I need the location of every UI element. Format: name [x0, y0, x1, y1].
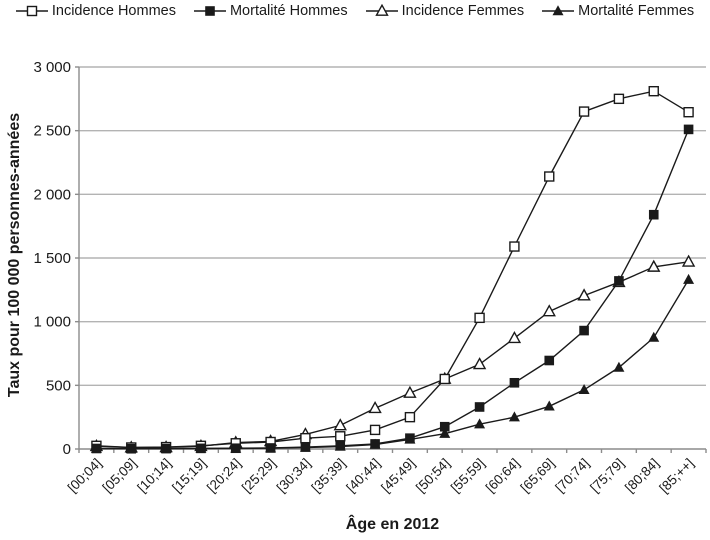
- legend-item-incidence-femmes: Incidence Femmes: [365, 3, 525, 19]
- triangle-filled-icon: [542, 5, 575, 16]
- y-tick-label: 2 500: [33, 123, 71, 140]
- legend-label-incidence-femmes: Incidence Femmes: [401, 3, 525, 19]
- square-open-icon: [15, 5, 48, 17]
- series-mortalite-femmes: [90, 273, 695, 453]
- legend-item-mortalite-femmes: Mortalité Femmes: [542, 3, 694, 19]
- x-tick-label: [40;44]: [343, 456, 383, 496]
- x-tick-label: [20;24]: [204, 456, 244, 496]
- series-mortalite-hommes: [91, 124, 694, 454]
- legend-label-mortalite-femmes: Mortalité Femmes: [578, 3, 695, 19]
- chart-legend: Incidence Hommes Mortalité Hommes Incidenc…: [0, 3, 710, 19]
- x-tick-label: [10;14]: [134, 456, 174, 496]
- x-tick-label: [80;84]: [622, 456, 662, 496]
- x-axis-title: Âge en 2012: [345, 516, 440, 533]
- x-tick-label: [25;29]: [239, 456, 279, 496]
- y-tick-label: 1 000: [33, 314, 71, 331]
- x-tick-label: [65;69]: [518, 456, 558, 496]
- x-tick-label: [35;39]: [309, 456, 349, 496]
- y-tick-label: 500: [46, 377, 71, 394]
- square-filled-icon: [193, 6, 226, 16]
- legend-item-mortalite-hommes: Mortalité Hommes: [193, 3, 348, 19]
- legend-label-incidence-hommes: Incidence Hommes: [51, 3, 176, 19]
- x-tick-label: [75;79]: [587, 456, 627, 496]
- y-tick-label: 2 000: [33, 186, 71, 203]
- x-tick-label: [85;++]: [656, 456, 696, 496]
- x-tick-label: [00;04]: [65, 456, 105, 496]
- y-tick-label: 3 000: [33, 59, 71, 76]
- y-tick-label: 0: [63, 441, 71, 458]
- x-tick-label: [30;34]: [274, 456, 314, 496]
- legend-item-incidence-hommes: Incidence Hommes: [15, 3, 176, 19]
- x-tick-label: [60;64]: [483, 456, 523, 496]
- axes: [75, 66, 707, 453]
- y-tick-labels: 0 500 1 000 1 500 2 000 2 500 3 000: [33, 59, 71, 458]
- x-tick-label: [15;19]: [169, 456, 209, 496]
- x-tick-label: [05;09]: [100, 456, 140, 496]
- gridlines: [79, 66, 706, 387]
- y-tick-label: 1 500: [33, 250, 71, 267]
- x-tick-label: [50;54]: [413, 456, 453, 496]
- x-tick-label: [45;49]: [378, 456, 418, 496]
- x-tick-label: [55;59]: [448, 456, 488, 496]
- triangle-open-icon: [365, 4, 398, 16]
- legend-label-mortalite-hommes: Mortalité Hommes: [229, 3, 348, 19]
- x-tick-label: [70;74]: [552, 456, 592, 496]
- x-tick-labels: [00;04][05;09][10;14][15;19][20;24][25;2…: [65, 456, 697, 496]
- series-incidence-femmes: [89, 254, 696, 453]
- series-incidence-hommes: [91, 85, 694, 453]
